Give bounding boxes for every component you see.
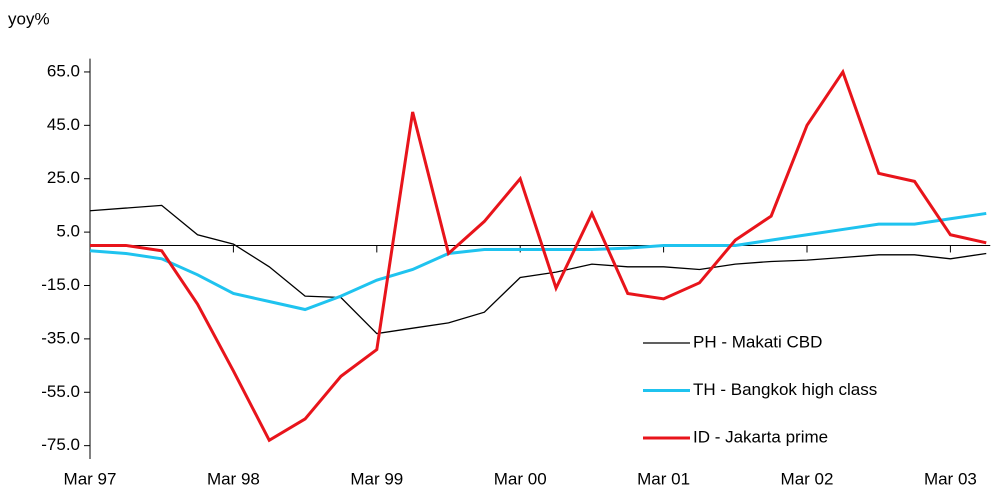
y-tick-label: 25.0 — [47, 168, 80, 187]
y-axis-label: yoy% — [8, 9, 50, 28]
x-tick-label: Mar 00 — [494, 469, 547, 488]
legend-label: ID - Jakarta prime — [693, 427, 828, 446]
y-tick-label: 65.0 — [47, 61, 80, 80]
x-tick-label: Mar 01 — [637, 469, 690, 488]
y-tick-label: -55.0 — [41, 382, 80, 401]
y-tick-label: -75.0 — [41, 435, 80, 454]
series-line — [89, 204, 987, 335]
y-tick-label: -15.0 — [41, 275, 80, 294]
legend-label: TH - Bangkok high class — [693, 380, 877, 399]
y-tick-label: 5.0 — [56, 222, 80, 241]
legend-label: PH - Makati CBD — [693, 332, 822, 351]
y-tick-label: -35.0 — [41, 328, 80, 347]
x-tick-label: Mar 03 — [924, 469, 977, 488]
series-line — [90, 68, 987, 443]
x-tick-label: Mar 97 — [64, 469, 117, 488]
x-tick-label: Mar 98 — [207, 469, 260, 488]
x-tick-label: Mar 99 — [350, 469, 403, 488]
series-line — [89, 211, 987, 312]
x-tick-label: Mar 02 — [781, 469, 834, 488]
y-tick-label: 45.0 — [47, 115, 80, 134]
